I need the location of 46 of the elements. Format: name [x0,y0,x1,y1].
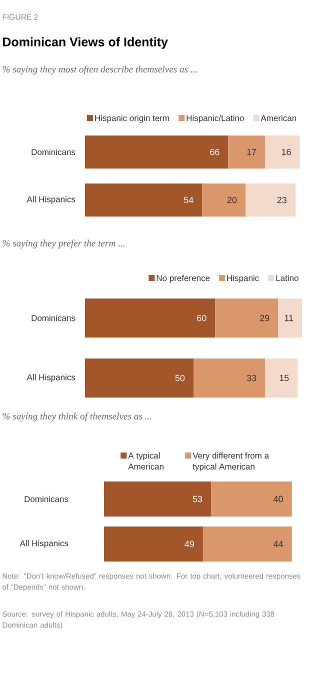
data-label: 40 [274,496,283,502]
bar [84,358,194,398]
bar [84,136,228,169]
legend-label: Hispanic origin term [95,114,170,123]
data-label: 23 [277,196,287,204]
bar [84,184,202,217]
legend-label: Latino [276,274,298,282]
data-label: 33 [246,374,256,382]
chart-subtitle: % saying they think of themselves as ... [2,412,152,422]
data-label: 49 [184,540,194,548]
bar [228,136,266,169]
data-label: 53 [192,496,202,502]
data-label: 29 [260,314,270,322]
bar [265,358,298,398]
legend-label: A typical American [128,452,164,470]
y-tick-label: All Hispanics [26,196,76,204]
bar [84,298,216,338]
data-label: 60 [197,314,206,322]
bar [202,184,246,217]
data-label: 44 [274,540,284,548]
data-label: 54 [184,196,194,204]
data-label: 17 [247,148,256,156]
legend-label: Very different from a typical American [192,452,270,472]
bar [246,184,296,217]
bar [265,136,300,169]
data-label: 11 [284,314,294,322]
y-tick-label: Dominicans [24,496,68,502]
bar [215,298,278,338]
y-tick-label: All Hispanics [20,540,68,548]
legend-label: Hispanic/Latino [186,114,244,123]
data-label: 66 [210,148,220,156]
chart-title: Dominican Views of Identity [3,37,168,49]
y-tick-label: Dominicans [32,314,76,322]
bar [193,358,266,398]
chart-subtitle: % saying they prefer the term ... [2,240,124,248]
data-label: 20 [227,196,237,204]
legend-label: No preference [156,274,210,283]
chart-subtitle: % saying they most often describe themselves as ... [2,66,197,74]
legend-label: American [260,114,296,122]
data-label: 50 [175,374,185,382]
data-label: 16 [282,148,291,156]
y-tick-label: All Hispanics [26,374,76,382]
data-label: 15 [280,374,289,382]
y-tick-label: Dominicans [32,148,76,156]
bar [278,298,302,338]
legend-label: Hispanic [227,274,259,283]
